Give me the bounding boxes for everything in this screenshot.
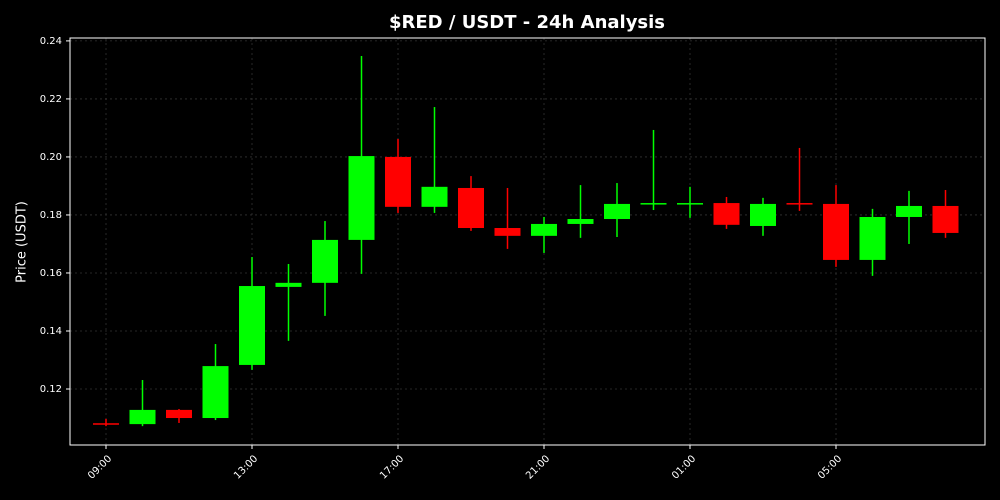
candle-body: [312, 239, 338, 283]
candle-body: [640, 203, 667, 205]
candle-body: [932, 205, 959, 233]
candle-body: [458, 187, 484, 229]
candle-body: [385, 156, 411, 207]
candle-body: [896, 205, 922, 217]
candle-body: [823, 203, 849, 260]
candle-body: [750, 203, 776, 226]
y-tick-label: 0.12: [40, 384, 62, 395]
plot-frame: [69, 37, 986, 446]
candle-body: [129, 409, 156, 425]
candle-body: [567, 219, 594, 224]
y-tick-label: 0.22: [40, 94, 62, 105]
candle-body: [348, 156, 375, 240]
candle-body: [713, 203, 740, 225]
candle-body: [421, 186, 448, 207]
candle-body: [93, 423, 119, 425]
y-tick-label: 0.14: [40, 326, 62, 337]
y-tick-label: 0.16: [40, 268, 62, 279]
candle-body: [859, 216, 886, 260]
y-tick-label: 0.20: [40, 152, 62, 163]
candle-body: [786, 203, 813, 205]
y-tick-label: 0.24: [40, 36, 62, 47]
candle-body: [604, 203, 630, 220]
y-axis-label: Price (USDT): [15, 201, 30, 283]
candle-body: [239, 286, 265, 365]
candle-body: [166, 409, 192, 419]
candle-body: [275, 282, 302, 287]
candle-body: [202, 366, 229, 419]
candle-body: [494, 228, 521, 236]
y-tick-label: 0.18: [40, 210, 62, 221]
candle-body: [677, 203, 703, 205]
candle-body: [531, 223, 557, 236]
chart-title: $RED / USDT - 24h Analysis: [389, 12, 665, 33]
